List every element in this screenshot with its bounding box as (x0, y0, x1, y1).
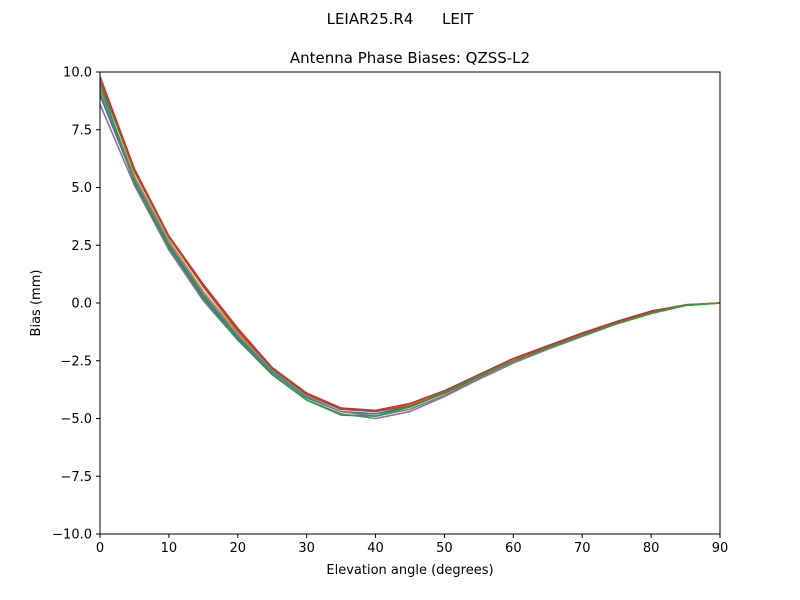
y-tick-label: −2.5 (60, 354, 92, 369)
x-tick-label: 0 (96, 541, 104, 556)
y-tick-label: −10.0 (52, 528, 92, 543)
plot-lines (99, 76, 721, 420)
y-tick-label: −5.0 (60, 412, 92, 427)
chart-suptitle: LEIAR25.R4 LEIT (327, 10, 475, 28)
x-tick-label: 50 (436, 541, 453, 556)
y-tick-label: 5.0 (71, 181, 92, 196)
series-line-2 (99, 87, 721, 413)
plot-frame (99, 71, 721, 535)
series-line-7 (99, 83, 721, 417)
y-tick-label: 10.0 (63, 66, 92, 81)
y-tick-label: 0.0 (71, 297, 92, 312)
x-tick-label: 10 (161, 541, 178, 556)
y-tick-label: 7.5 (71, 123, 92, 138)
x-tick-label: 90 (712, 541, 729, 556)
x-tick-label: 70 (574, 541, 591, 556)
chart-title: Antenna Phase Biases: QZSS-L2 (290, 49, 530, 67)
x-tick-label: 30 (298, 541, 315, 556)
x-tick-label: 60 (505, 541, 522, 556)
series-line-5 (99, 80, 721, 413)
y-tick-label: −7.5 (60, 470, 92, 485)
x-tick-label: 20 (230, 541, 247, 556)
series-line-6 (99, 90, 721, 417)
axis-ticks: 0 10 20 30 40 50 60 70 80 90 10.0 7.5 5.0 2.5 0.0 −2.5 −… (52, 66, 728, 557)
x-tick-label: 80 (643, 541, 660, 556)
series-line-3 (99, 76, 721, 412)
x-axis-label: Elevation angle (degrees) (326, 563, 493, 578)
series-line-1 (99, 94, 721, 415)
y-tick-label: 2.5 (71, 239, 92, 254)
y-axis-label: Bias (mm) (29, 270, 44, 337)
x-tick-label: 40 (367, 541, 384, 556)
series-line-4 (99, 104, 721, 420)
